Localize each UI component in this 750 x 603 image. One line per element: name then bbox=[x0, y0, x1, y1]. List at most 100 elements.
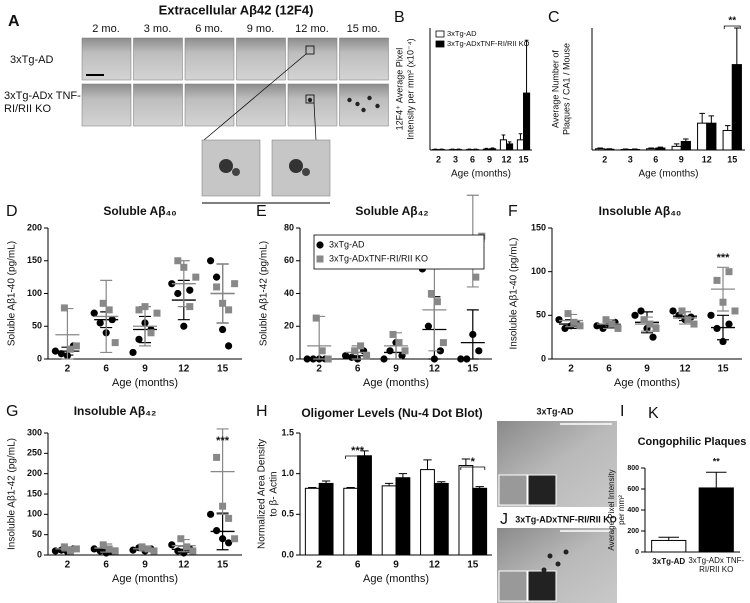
x-tick-label: 15 bbox=[217, 364, 229, 375]
error-bar bbox=[437, 481, 446, 484]
plaque bbox=[555, 561, 561, 567]
panel-letter: G bbox=[6, 403, 18, 420]
x-tick-label: 9 bbox=[142, 364, 148, 375]
bar bbox=[671, 145, 682, 151]
data-point bbox=[713, 276, 721, 284]
plaque bbox=[347, 97, 352, 103]
row-label: 3xTg-AD bbox=[10, 54, 53, 66]
panel-letter: A bbox=[8, 13, 20, 30]
error-bar bbox=[484, 147, 489, 150]
panel-letter: E bbox=[256, 203, 267, 220]
bar bbox=[506, 143, 514, 151]
x-tick-label: 9 bbox=[487, 154, 492, 164]
chart-title: Soluble Aβ₄₀ bbox=[103, 204, 176, 218]
data-point bbox=[231, 280, 239, 288]
data-point bbox=[135, 335, 143, 343]
error-bar bbox=[683, 138, 689, 142]
data-point bbox=[189, 547, 197, 555]
x-tick-label: 3 bbox=[453, 154, 458, 164]
data-point bbox=[111, 547, 119, 555]
y-tick-label: 0 bbox=[635, 549, 639, 556]
data-point bbox=[213, 283, 221, 291]
error-bar bbox=[384, 482, 394, 486]
zoom-line bbox=[203, 53, 307, 141]
x-tick-label: 15 bbox=[727, 154, 737, 164]
tissue-image bbox=[339, 37, 389, 81]
plaque bbox=[367, 95, 372, 101]
data-point bbox=[678, 307, 686, 315]
data-point bbox=[475, 347, 483, 355]
data-point bbox=[213, 273, 221, 281]
data-point bbox=[555, 316, 563, 324]
inset-image bbox=[498, 474, 528, 506]
sd-bar bbox=[61, 546, 74, 552]
x-tick-label: 15 bbox=[518, 154, 528, 164]
y-tick-label: 0 bbox=[289, 353, 294, 363]
error-bar bbox=[705, 471, 727, 488]
x-axis-label: Age (months) bbox=[363, 573, 429, 585]
data-point bbox=[631, 311, 639, 319]
bar bbox=[698, 487, 734, 553]
data-point bbox=[614, 324, 622, 332]
data-point bbox=[713, 324, 721, 333]
y-axis-label: Plaques / CA1 / Mouse bbox=[561, 43, 571, 135]
x-tick-label: 15 bbox=[467, 560, 479, 571]
x-tick-label: 12 bbox=[702, 154, 712, 164]
y-tick-label: 50 bbox=[32, 529, 42, 539]
column-label: 9 mo. bbox=[247, 23, 275, 35]
tissue-image bbox=[81, 83, 132, 127]
error-bar bbox=[724, 125, 731, 131]
y-tick-label: 200 bbox=[627, 528, 639, 535]
x-tick-label: 12 bbox=[178, 364, 190, 375]
bar bbox=[420, 469, 435, 556]
x-tick-label: 2 bbox=[568, 364, 574, 375]
y-axis-label: Average Pixel Intensity bbox=[607, 469, 616, 550]
x-axis-label: Age (months) bbox=[638, 169, 698, 180]
sd-bar bbox=[717, 266, 729, 312]
data-point bbox=[213, 527, 221, 535]
data-point bbox=[401, 347, 409, 355]
data-point bbox=[389, 330, 397, 338]
panel-letter: C bbox=[548, 9, 560, 26]
legend-box bbox=[313, 234, 485, 270]
data-point bbox=[60, 304, 68, 312]
y-axis-label: Insoluble Aβ1-42 (pg/mL) bbox=[7, 438, 18, 550]
x-tick-label: 6 bbox=[103, 560, 109, 571]
data-point bbox=[725, 268, 733, 276]
zoom-box bbox=[305, 94, 315, 104]
x-axis-label: Age (months) bbox=[363, 377, 429, 389]
y-axis-label: Soluble Aβ1-42 (pg/mL) bbox=[259, 241, 270, 346]
panel-letter: H bbox=[256, 403, 268, 420]
bar bbox=[381, 485, 397, 556]
data-point bbox=[395, 339, 403, 347]
y-axis-label: 12F4⁺ Average Pixel bbox=[394, 48, 404, 131]
x-tick-label: 3xTg-ADx TNF-RI/RII KO bbox=[688, 556, 745, 575]
panel-letter: D bbox=[6, 203, 18, 220]
sd-bar bbox=[466, 309, 479, 360]
plaque bbox=[375, 103, 380, 109]
y-axis-label: to β- Actin bbox=[269, 471, 280, 516]
y-tick-label: 50 bbox=[32, 321, 42, 331]
y-tick-label: 80 bbox=[284, 222, 294, 232]
data-point bbox=[90, 309, 98, 317]
x-tick-label: 9 bbox=[393, 560, 399, 571]
y-axis-label: Soluble Aβ1-40 (pg/mL) bbox=[7, 241, 18, 346]
data-point bbox=[457, 355, 465, 363]
legend-swatch bbox=[316, 241, 324, 249]
data-point bbox=[105, 545, 113, 553]
bar bbox=[472, 487, 488, 556]
row-label: 3xTg-ADx TNF-RI/RII KO bbox=[4, 90, 81, 115]
tissue-image bbox=[287, 83, 338, 127]
x-tick-label: 3 bbox=[628, 154, 633, 164]
y-tick-label: 150 bbox=[27, 488, 42, 498]
significance-label: *** bbox=[216, 435, 230, 447]
error-bar bbox=[673, 143, 680, 147]
sd-bar bbox=[177, 260, 190, 308]
y-tick-label: 50 bbox=[536, 310, 546, 320]
tissue-image bbox=[236, 37, 286, 81]
y-tick-label: 0.0 bbox=[281, 549, 294, 559]
data-point bbox=[168, 541, 176, 549]
y-tick-label: 200 bbox=[27, 468, 42, 478]
